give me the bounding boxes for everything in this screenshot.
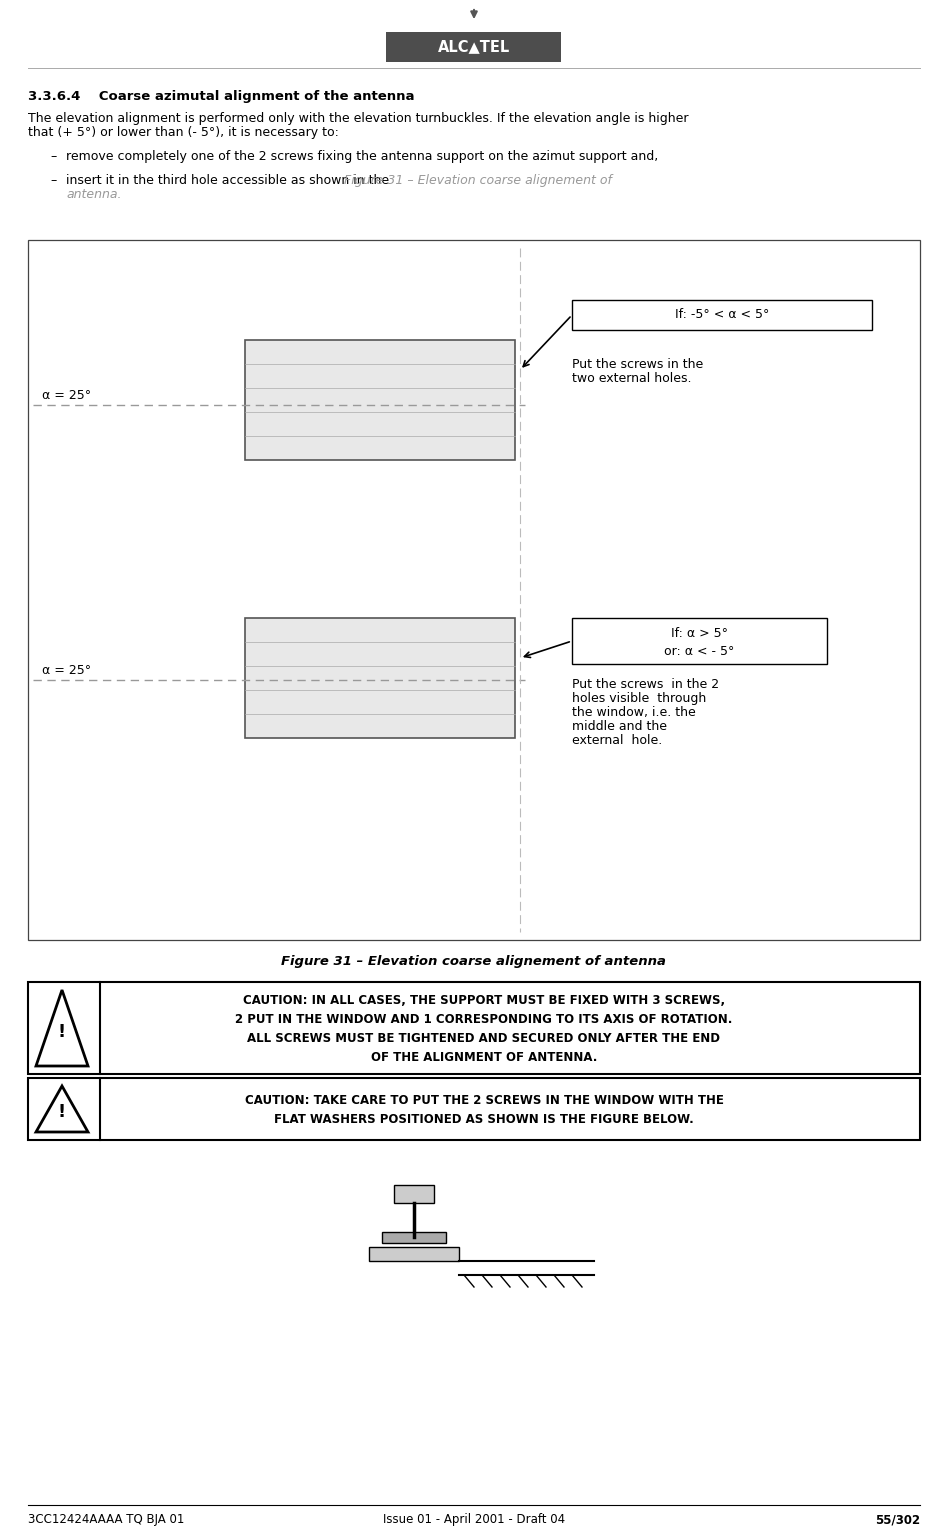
Text: Figure 31 – Elevation coarse alignement of: Figure 31 – Elevation coarse alignement … <box>344 174 611 186</box>
Text: middle and the: middle and the <box>572 720 667 733</box>
Text: If: -5° < α < 5°: If: -5° < α < 5° <box>675 309 769 321</box>
Text: insert it in the third hole accessible as shown in the: insert it in the third hole accessible a… <box>66 174 393 186</box>
Bar <box>245 341 515 460</box>
Bar <box>369 1247 459 1261</box>
Text: –: – <box>50 150 56 163</box>
Text: external  hole.: external hole. <box>572 733 663 747</box>
Bar <box>387 32 561 63</box>
Text: the window, i.e. the: the window, i.e. the <box>572 706 696 720</box>
Bar <box>572 299 872 330</box>
Polygon shape <box>36 1086 88 1132</box>
Bar <box>28 240 920 940</box>
Text: or: α < - 5°: or: α < - 5° <box>665 645 735 657</box>
Text: Put the screws  in the 2: Put the screws in the 2 <box>572 678 720 691</box>
Text: Issue 01 - April 2001 - Draft 04: Issue 01 - April 2001 - Draft 04 <box>383 1514 565 1526</box>
Bar <box>394 1186 434 1203</box>
Text: 3.3.6.4    Coarse azimutal alignment of the antenna: 3.3.6.4 Coarse azimutal alignment of the… <box>28 90 414 102</box>
Text: CAUTION: IN ALL CASES, THE SUPPORT MUST BE FIXED WITH 3 SCREWS,
2 PUT IN THE WIN: CAUTION: IN ALL CASES, THE SUPPORT MUST … <box>235 995 733 1063</box>
Text: that (+ 5°) or lower than (- 5°), it is necessary to:: that (+ 5°) or lower than (- 5°), it is … <box>28 125 338 139</box>
Bar <box>245 617 515 738</box>
Text: Put the screws in the: Put the screws in the <box>572 358 703 371</box>
Text: 3CC12424AAAA TQ BJA 01: 3CC12424AAAA TQ BJA 01 <box>28 1514 184 1526</box>
Text: antenna.: antenna. <box>66 188 121 202</box>
Text: ALC▲TEL: ALC▲TEL <box>438 40 510 55</box>
Text: remove completely one of the 2 screws fixing the antenna support on the azimut s: remove completely one of the 2 screws fi… <box>66 150 658 163</box>
Text: 55/302: 55/302 <box>875 1514 920 1526</box>
Text: Figure 31 – Elevation coarse alignement of antenna: Figure 31 – Elevation coarse alignement … <box>282 955 666 969</box>
Text: CAUTION: TAKE CARE TO PUT THE 2 SCREWS IN THE WINDOW WITH THE
FLAT WASHERS POSIT: CAUTION: TAKE CARE TO PUT THE 2 SCREWS I… <box>245 1094 723 1126</box>
Text: The elevation alignment is performed only with the elevation turnbuckles. If the: The elevation alignment is performed onl… <box>28 112 688 125</box>
Text: If: α > 5°: If: α > 5° <box>671 626 728 640</box>
Bar <box>28 1077 920 1140</box>
Text: holes visible  through: holes visible through <box>572 692 706 704</box>
Text: two external holes.: two external holes. <box>572 371 691 385</box>
Text: !: ! <box>58 1024 66 1041</box>
Text: –: – <box>50 174 56 186</box>
Bar <box>382 1232 446 1242</box>
Text: α = 25°: α = 25° <box>42 390 91 402</box>
Polygon shape <box>36 990 88 1067</box>
Text: α = 25°: α = 25° <box>42 665 91 677</box>
Text: !: ! <box>58 1103 66 1122</box>
Bar <box>28 983 920 1074</box>
Bar <box>572 617 827 665</box>
